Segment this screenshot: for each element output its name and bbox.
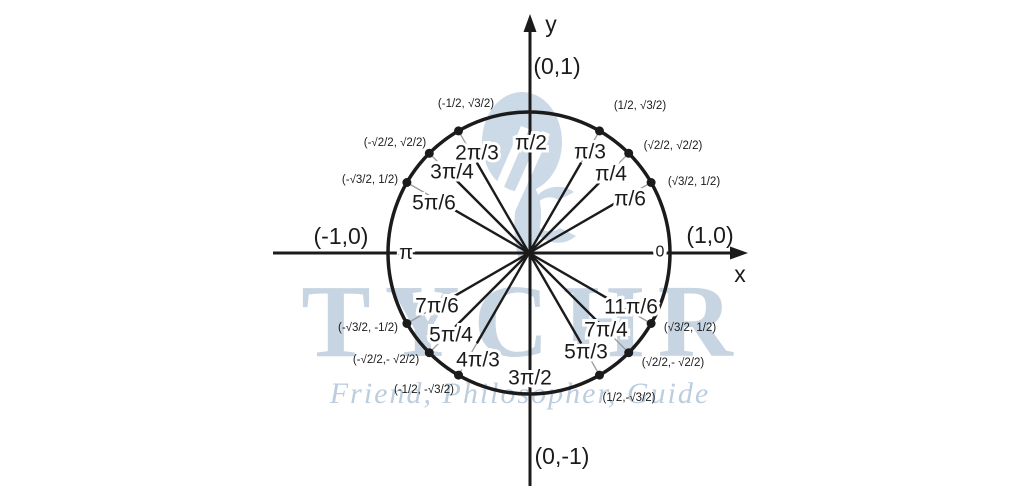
angle-point-dot [454, 370, 463, 380]
angle-point-dot [624, 348, 634, 358]
axis-coordinate-label: (-1,0) [314, 223, 369, 249]
axis-coordinate-label: (0,-1) [535, 443, 590, 469]
leader-line [428, 152, 456, 180]
angle-label: 11π/6 [604, 295, 658, 318]
leader-line [580, 130, 601, 163]
radial-line [527, 252, 583, 344]
angle-point-dot [595, 126, 604, 136]
coordinate-label: (-√2/2, √2/2) [364, 136, 427, 149]
axis-coordinate-label: (1,0) [686, 222, 733, 248]
logo-slash-shape [505, 131, 550, 216]
angle-point-dot [646, 178, 656, 187]
coordinate-label: (-√3/2, -1/2) [338, 321, 398, 334]
angle-label: 3π/4 [430, 160, 474, 183]
coordinate-label: (-1/2, √3/2) [438, 97, 494, 110]
angle-label: 5π/4 [429, 323, 473, 346]
angle-label: 5π/3 [564, 340, 608, 363]
radial-line [475, 162, 531, 254]
axis-angle-label: π/2 [515, 131, 547, 154]
radial-line [528, 251, 620, 307]
angle-point-dot [454, 126, 463, 136]
leader-line [406, 181, 439, 202]
leader-line [457, 343, 478, 376]
angle-label: 7π/6 [415, 294, 459, 317]
radial-line [475, 252, 531, 344]
coordinate-label: (-√2/2,- √2/2) [353, 353, 419, 366]
leader-line [428, 326, 456, 354]
angle-point-dot [646, 319, 656, 328]
angle-label: π/6 [614, 187, 646, 210]
axis-coordinate-label: (0,1) [533, 53, 580, 79]
coordinate-label: (√2/2, √2/2) [644, 139, 703, 152]
coordinate-label: (1/2,-√3/2) [603, 391, 656, 404]
leader-line [406, 304, 439, 325]
diagram-geometry: x y π/6π/4π/3 2π/33π/4 5π/6 7π/6 5π/44π/3 5π/37… [273, 11, 748, 486]
x-axis-arrowhead-icon [730, 246, 748, 260]
leader-line [619, 181, 652, 202]
radial-line [438, 251, 530, 307]
coordinate-label: (1/2, √3/2) [614, 99, 667, 112]
coordinate-label: (-√3/2, 1/2) [342, 173, 398, 186]
angle-point-dot [424, 348, 434, 358]
leader-line [580, 343, 601, 376]
radial-line [438, 199, 530, 255]
radial-line [528, 178, 604, 254]
angle-label: 5π/6 [412, 191, 456, 214]
angle-point-dot [402, 319, 412, 328]
y-axis-label: y [545, 11, 557, 37]
coordinate-label: (-1/2, -√3/2) [394, 383, 454, 396]
axis-angle-label: 0 [656, 244, 665, 261]
y-axis-arrowhead-icon [523, 14, 537, 32]
brand-watermark: TYCHR [301, 264, 747, 379]
x-axis-label: x [734, 261, 746, 287]
angle-point-dot [624, 148, 634, 158]
angle-point-dot [424, 148, 434, 158]
leader-line [602, 152, 630, 180]
radial-line [528, 252, 604, 328]
radial-line [528, 199, 620, 255]
axis-angle-label: π [399, 242, 413, 264]
radial-line [454, 252, 530, 328]
leader-line [619, 304, 652, 325]
logo-hook-shape [529, 186, 576, 243]
coordinate-label: (√3/2, 1/2) [668, 175, 721, 188]
angle-label: 4π/3 [456, 348, 500, 371]
angle-point-dot [595, 370, 604, 380]
coordinate-label: (√3/2, 1/2) [664, 321, 717, 334]
angle-label: 2π/3 [455, 141, 499, 164]
angle-point-dot [402, 178, 412, 187]
angle-label: π/3 [574, 140, 606, 163]
leader-line [602, 326, 630, 354]
coordinate-label: (√2/2,- √2/2) [642, 356, 705, 369]
logo-slash-shape [486, 126, 529, 210]
radial-line [454, 178, 530, 254]
radial-line [527, 162, 583, 254]
angle-label: 7π/4 [584, 318, 628, 341]
angle-label: π/4 [595, 162, 627, 185]
axis-angle-label: 3π/2 [508, 366, 552, 389]
leader-line [457, 130, 478, 163]
